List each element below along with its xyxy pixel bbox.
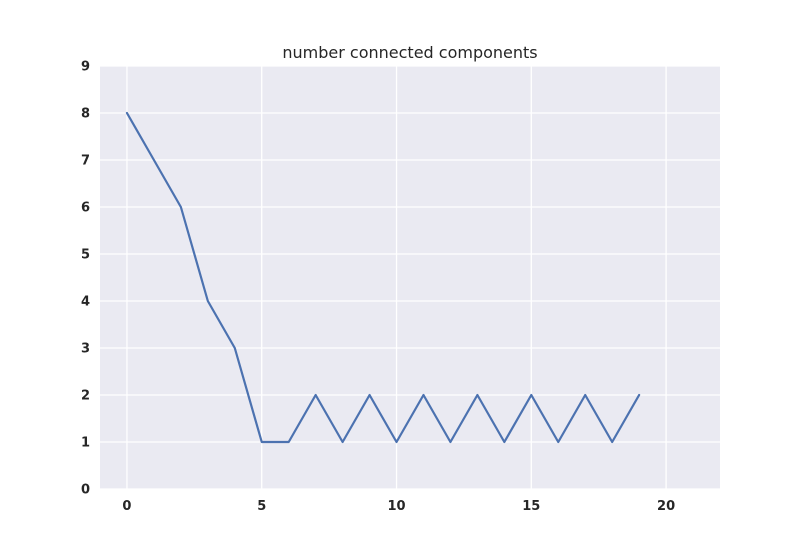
y-tick-label: 3 bbox=[81, 342, 90, 357]
series-layer bbox=[125, 111, 641, 444]
x-tick-label: 20 bbox=[657, 499, 675, 514]
series-line bbox=[125, 111, 641, 444]
x-tick-label: 5 bbox=[257, 499, 266, 514]
y-tick-label: 0 bbox=[81, 483, 90, 498]
x-gridlines bbox=[126, 66, 667, 489]
y-gridlines bbox=[100, 65, 720, 490]
y-tick-label: 4 bbox=[81, 295, 90, 310]
y-tick-label: 7 bbox=[81, 154, 90, 169]
plot-area bbox=[100, 66, 720, 489]
y-tick-label: 6 bbox=[81, 201, 90, 216]
y-tick-label: 5 bbox=[81, 248, 90, 263]
chart-title: number connected components bbox=[282, 43, 537, 62]
x-axis-tick-labels: 0 5 10 15 20 bbox=[122, 499, 675, 514]
x-tick-label: 15 bbox=[522, 499, 540, 514]
y-tick-label: 8 bbox=[81, 107, 90, 122]
y-tick-label: 2 bbox=[81, 389, 90, 404]
y-axis-tick-labels: 0 1 2 3 4 5 6 7 8 9 bbox=[81, 60, 90, 498]
y-tick-label: 9 bbox=[81, 60, 90, 75]
y-tick-label: 1 bbox=[81, 436, 90, 451]
x-tick-label: 10 bbox=[387, 499, 405, 514]
x-tick-label: 0 bbox=[122, 499, 131, 514]
